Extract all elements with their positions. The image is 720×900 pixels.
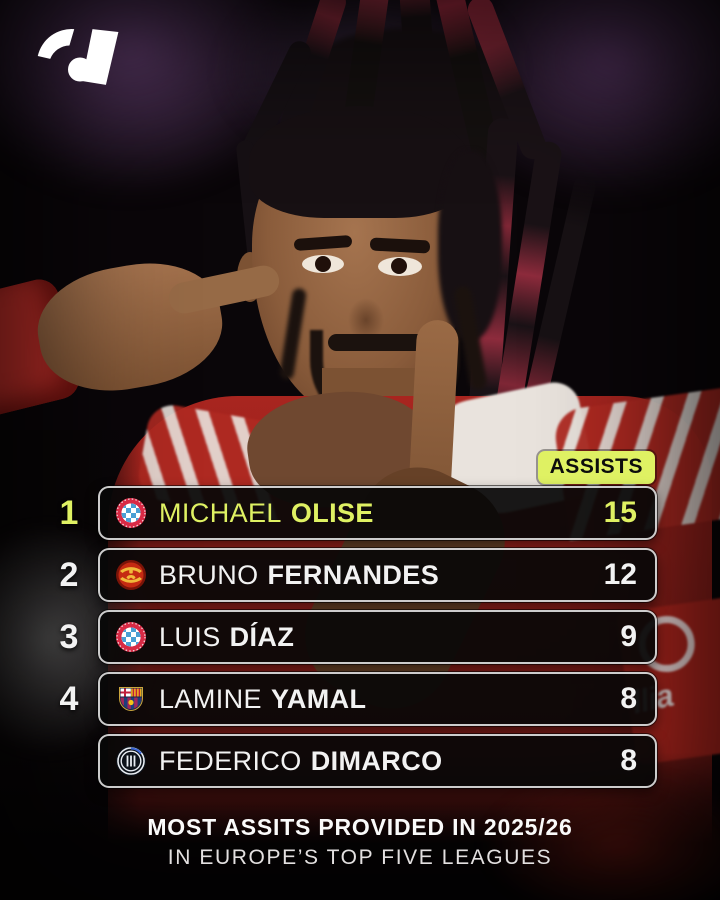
- player-name: MICHAEL OLISE: [159, 498, 374, 529]
- club-crest-bayern-munich-icon: [116, 498, 146, 528]
- club-crest-manchester-united-icon: [116, 560, 146, 590]
- list-item: 3 LUIS DÍAZ 9: [40, 610, 657, 664]
- list-item: 2 BRUNO FERNANDES 12: [40, 548, 657, 602]
- assists-value: 8: [620, 682, 637, 715]
- onefootball-logo-icon: [32, 26, 128, 88]
- list-item: 1 MICHAEL OLISE 15: [40, 486, 657, 540]
- player-hair: [249, 106, 470, 218]
- caption-line-1: MOST ASSITS PROVIDED IN 2025/26: [147, 814, 573, 840]
- club-crest-bayern-munich-icon: [116, 622, 146, 652]
- assists-list: 1 MICHAEL OLISE 15: [40, 486, 657, 788]
- assists-value: 9: [620, 620, 637, 653]
- player-first-name: MICHAEL: [159, 497, 282, 528]
- rank-number: 2: [59, 555, 79, 594]
- player-first-name: LUIS: [159, 621, 221, 652]
- player-first-name: BRUNO: [159, 559, 259, 590]
- player-name: LAMINE YAMAL: [159, 684, 366, 715]
- player-last-name: OLISE: [290, 497, 374, 528]
- player-pupil: [315, 256, 331, 272]
- player-card: MICHAEL OLISE 15: [98, 486, 657, 540]
- rank-number: 3: [59, 617, 79, 656]
- assists-column-label: ASSISTS: [537, 451, 655, 484]
- rank-number: 1: [59, 493, 79, 532]
- player-card: LAMINE YAMAL 8: [98, 672, 657, 726]
- player-card: LUIS DÍAZ 9: [98, 610, 657, 664]
- assists-value: 12: [603, 558, 637, 591]
- caption: MOST ASSITS PROVIDED IN 2025/26 IN EUROP…: [0, 814, 720, 870]
- assists-value: 15: [603, 496, 637, 529]
- player-last-name: DÍAZ: [229, 621, 295, 652]
- player-card: BRUNO FERNANDES 12: [98, 548, 657, 602]
- caption-line-2: IN EUROPE’S TOP FIVE LEAGUES: [167, 846, 553, 869]
- assists-value: 8: [620, 744, 637, 777]
- player-eye: [302, 255, 344, 273]
- player-first-name: LAMINE: [159, 683, 262, 714]
- player-eye: [378, 257, 422, 276]
- player-last-name: YAMAL: [270, 683, 367, 714]
- player-first-name: FEDERICO: [159, 745, 302, 776]
- player-pupil: [391, 258, 407, 274]
- background-red-blur: [480, 770, 720, 900]
- player-name: FEDERICO DIMARCO: [159, 746, 443, 777]
- player-name: BRUNO FERNANDES: [159, 560, 439, 591]
- list-item: FEDERICO DIMARCO 8: [40, 734, 657, 788]
- club-crest-barcelona-icon: [116, 684, 146, 714]
- player-card: FEDERICO DIMARCO 8: [98, 734, 657, 788]
- rank-number: 4: [59, 679, 79, 718]
- club-crest-inter-milan-icon: [116, 746, 146, 776]
- player-name: LUIS DÍAZ: [159, 622, 294, 653]
- player-last-name: FERNANDES: [267, 559, 440, 590]
- player-last-name: DIMARCO: [310, 745, 443, 776]
- list-item: 4 LAMINE YAMAL: [40, 672, 657, 726]
